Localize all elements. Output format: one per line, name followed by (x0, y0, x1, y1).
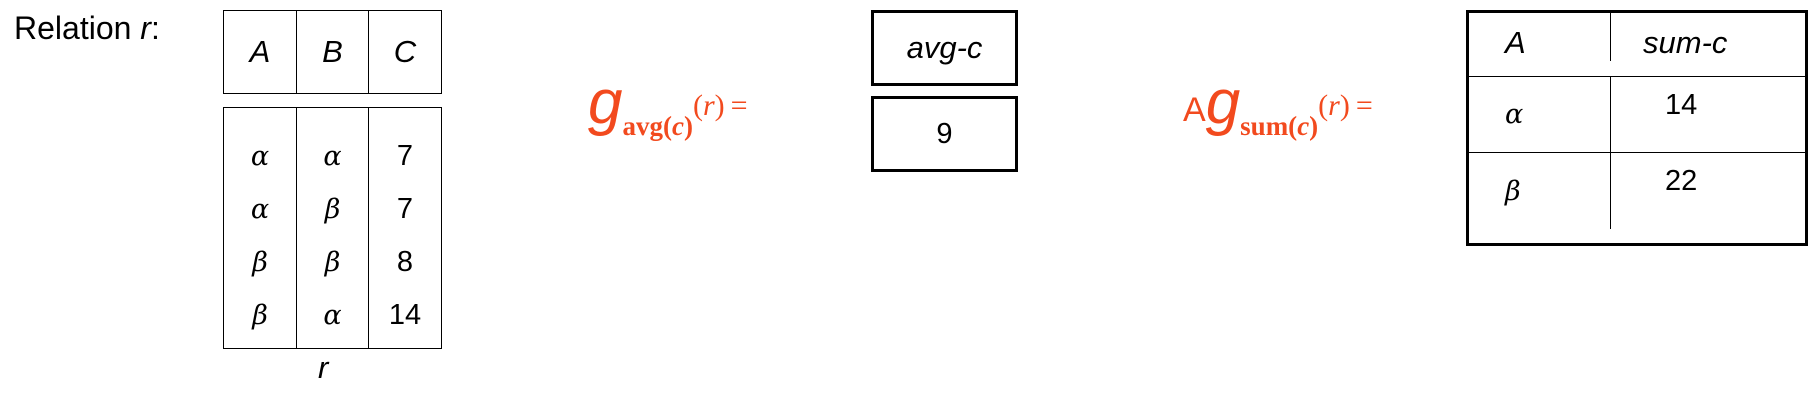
table-cell: β (1469, 153, 1611, 229)
table-cell: 7 (396, 140, 414, 172)
table-cell: α (1469, 77, 1611, 152)
table-cell: β (252, 300, 268, 331)
aggregate-sum-formula: Agsum(c)(r) = (1183, 72, 1373, 142)
table-cell: α (323, 141, 342, 172)
relation-label-name: r (140, 10, 151, 46)
table-cell: α (323, 300, 342, 331)
avg-result-header: avg-c (871, 10, 1018, 86)
table-cell: β (324, 247, 341, 278)
relation-r-header: A B C (223, 10, 442, 94)
header-cell-a: A (224, 11, 297, 93)
table-cell: 14 (1665, 89, 1698, 121)
aggregate-g-symbol: g (588, 68, 623, 137)
sum-result-table: A sum-c α 14 β 22 (1466, 10, 1808, 246)
table-cell: 14 (388, 299, 422, 331)
table-cell: β (324, 194, 341, 225)
column-c: 7 7 8 14 (369, 108, 441, 348)
header-cell-sum-c: sum-c (1643, 25, 1728, 60)
table-cell: α (250, 194, 270, 225)
table-cell: 7 (396, 193, 414, 225)
table-cell: α (250, 141, 270, 172)
header-cell-c: C (393, 34, 417, 69)
header-cell-b: B (297, 11, 369, 93)
formula-subscript: sum(c) (1240, 111, 1319, 141)
formula-equals: = (730, 89, 748, 122)
formula-subscript: avg(c) (622, 111, 693, 141)
table-row: β 22 (1469, 153, 1805, 229)
relation-r-body: α α β β α β β α 7 7 8 14 (223, 107, 442, 349)
avg-result-value: 9 (871, 96, 1018, 172)
table-cell: 22 (1665, 165, 1698, 197)
formula-argument: (r) (1318, 89, 1350, 122)
column-a: α α β β (224, 108, 297, 348)
aggregate-g-symbol: g (1205, 68, 1241, 137)
relation-label: Relation r: (14, 10, 160, 46)
table-cell: 8 (396, 246, 414, 278)
relation-caption: r (318, 350, 329, 385)
table-row: α 14 (1469, 77, 1805, 153)
formula-equals: = (1355, 89, 1373, 122)
header-cell-a: A (1469, 13, 1611, 61)
column-b: α β β α (297, 108, 369, 348)
table-header-row: A sum-c (1469, 13, 1805, 77)
formula-argument: (r) (692, 89, 725, 122)
group-by-attribute: A (1183, 91, 1206, 129)
table-cell: β (252, 247, 268, 278)
aggregate-avg-formula: gavg(c)(r) = (588, 72, 748, 142)
